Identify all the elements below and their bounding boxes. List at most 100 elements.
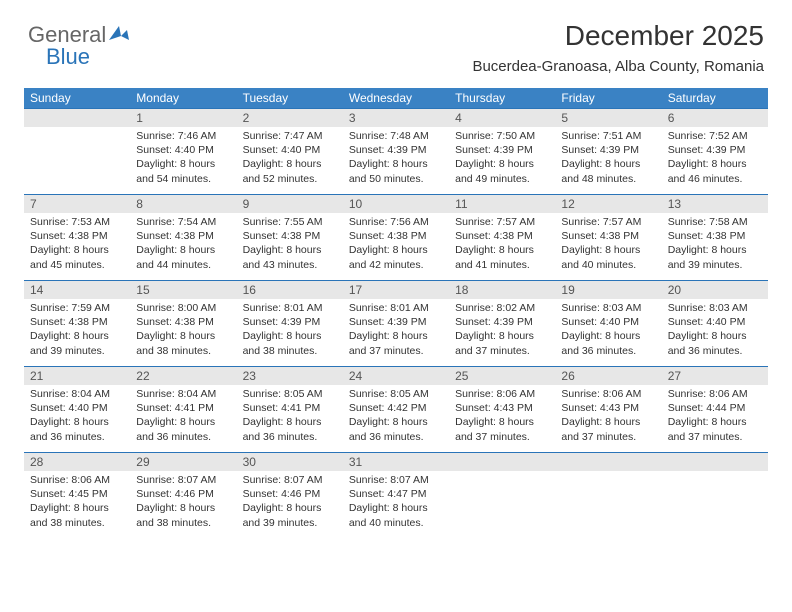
calendar-week-row: 7Sunrise: 7:53 AMSunset: 4:38 PMDaylight… — [24, 194, 768, 280]
day-number: 30 — [237, 452, 343, 471]
sunset-text: Sunset: 4:39 PM — [243, 315, 337, 329]
day-content: Sunrise: 7:57 AMSunset: 4:38 PMDaylight:… — [555, 213, 661, 278]
day-number: 19 — [555, 280, 661, 299]
day-number: 26 — [555, 366, 661, 385]
sunrise-text: Sunrise: 8:04 AM — [136, 387, 230, 401]
day-number: 2 — [237, 108, 343, 127]
day-content: Sunrise: 7:53 AMSunset: 4:38 PMDaylight:… — [24, 213, 130, 278]
day-content: Sunrise: 8:06 AMSunset: 4:43 PMDaylight:… — [449, 385, 555, 450]
day-number: 14 — [24, 280, 130, 299]
sunset-text: Sunset: 4:39 PM — [349, 143, 443, 157]
sunrise-text: Sunrise: 8:06 AM — [561, 387, 655, 401]
location: Bucerdea-Granoasa, Alba County, Romania — [472, 58, 764, 75]
sunset-text: Sunset: 4:45 PM — [30, 487, 124, 501]
calendar-day-cell: 23Sunrise: 8:05 AMSunset: 4:41 PMDayligh… — [237, 366, 343, 452]
calendar-day-cell: 8Sunrise: 7:54 AMSunset: 4:38 PMDaylight… — [130, 194, 236, 280]
weekday-header: Saturday — [662, 88, 768, 108]
sunrise-text: Sunrise: 8:03 AM — [561, 301, 655, 315]
day-number: 4 — [449, 108, 555, 127]
day-number: 3 — [343, 108, 449, 127]
day-number: 20 — [662, 280, 768, 299]
calendar-day-cell: 12Sunrise: 7:57 AMSunset: 4:38 PMDayligh… — [555, 194, 661, 280]
daylight-text: Daylight: 8 hours and 45 minutes. — [30, 243, 124, 271]
calendar-day-cell: 2Sunrise: 7:47 AMSunset: 4:40 PMDaylight… — [237, 108, 343, 194]
calendar-day-cell — [555, 452, 661, 538]
day-number: 22 — [130, 366, 236, 385]
day-content: Sunrise: 8:03 AMSunset: 4:40 PMDaylight:… — [662, 299, 768, 364]
day-number: 23 — [237, 366, 343, 385]
sunset-text: Sunset: 4:41 PM — [243, 401, 337, 415]
sunset-text: Sunset: 4:44 PM — [668, 401, 762, 415]
sunrise-text: Sunrise: 8:06 AM — [30, 473, 124, 487]
day-content: Sunrise: 8:07 AMSunset: 4:46 PMDaylight:… — [237, 471, 343, 536]
day-content: Sunrise: 8:06 AMSunset: 4:44 PMDaylight:… — [662, 385, 768, 450]
calendar-week-row: 14Sunrise: 7:59 AMSunset: 4:38 PMDayligh… — [24, 280, 768, 366]
calendar-day-cell: 29Sunrise: 8:07 AMSunset: 4:46 PMDayligh… — [130, 452, 236, 538]
sunset-text: Sunset: 4:38 PM — [561, 229, 655, 243]
daylight-text: Daylight: 8 hours and 39 minutes. — [30, 329, 124, 357]
daylight-text: Daylight: 8 hours and 37 minutes. — [455, 329, 549, 357]
daylight-text: Daylight: 8 hours and 37 minutes. — [561, 415, 655, 443]
calendar-day-cell: 16Sunrise: 8:01 AMSunset: 4:39 PMDayligh… — [237, 280, 343, 366]
day-content: Sunrise: 8:05 AMSunset: 4:41 PMDaylight:… — [237, 385, 343, 450]
calendar-day-cell: 18Sunrise: 8:02 AMSunset: 4:39 PMDayligh… — [449, 280, 555, 366]
sunrise-text: Sunrise: 7:54 AM — [136, 215, 230, 229]
calendar-day-cell: 14Sunrise: 7:59 AMSunset: 4:38 PMDayligh… — [24, 280, 130, 366]
daylight-text: Daylight: 8 hours and 44 minutes. — [136, 243, 230, 271]
calendar-day-cell: 24Sunrise: 8:05 AMSunset: 4:42 PMDayligh… — [343, 366, 449, 452]
calendar-day-cell: 22Sunrise: 8:04 AMSunset: 4:41 PMDayligh… — [130, 366, 236, 452]
calendar-day-cell: 15Sunrise: 8:00 AMSunset: 4:38 PMDayligh… — [130, 280, 236, 366]
sunrise-text: Sunrise: 7:50 AM — [455, 129, 549, 143]
sunrise-text: Sunrise: 8:07 AM — [136, 473, 230, 487]
calendar-day-cell: 6Sunrise: 7:52 AMSunset: 4:39 PMDaylight… — [662, 108, 768, 194]
calendar-day-cell — [662, 452, 768, 538]
sunset-text: Sunset: 4:38 PM — [668, 229, 762, 243]
sunrise-text: Sunrise: 8:01 AM — [349, 301, 443, 315]
sunrise-text: Sunrise: 7:56 AM — [349, 215, 443, 229]
day-number: 16 — [237, 280, 343, 299]
sunrise-text: Sunrise: 8:06 AM — [668, 387, 762, 401]
calendar-day-cell: 25Sunrise: 8:06 AMSunset: 4:43 PMDayligh… — [449, 366, 555, 452]
day-number: 25 — [449, 366, 555, 385]
sunset-text: Sunset: 4:38 PM — [30, 229, 124, 243]
sunset-text: Sunset: 4:40 PM — [561, 315, 655, 329]
sunrise-text: Sunrise: 8:04 AM — [30, 387, 124, 401]
sunrise-text: Sunrise: 7:59 AM — [30, 301, 124, 315]
calendar-day-cell: 13Sunrise: 7:58 AMSunset: 4:38 PMDayligh… — [662, 194, 768, 280]
sunrise-text: Sunrise: 8:01 AM — [243, 301, 337, 315]
sunrise-text: Sunrise: 7:51 AM — [561, 129, 655, 143]
daylight-text: Daylight: 8 hours and 37 minutes. — [349, 329, 443, 357]
sunset-text: Sunset: 4:40 PM — [668, 315, 762, 329]
day-content: Sunrise: 7:56 AMSunset: 4:38 PMDaylight:… — [343, 213, 449, 278]
weekday-header: Sunday — [24, 88, 130, 108]
sunset-text: Sunset: 4:47 PM — [349, 487, 443, 501]
day-content: Sunrise: 7:46 AMSunset: 4:40 PMDaylight:… — [130, 127, 236, 192]
sunset-text: Sunset: 4:38 PM — [243, 229, 337, 243]
calendar-day-cell: 30Sunrise: 8:07 AMSunset: 4:46 PMDayligh… — [237, 452, 343, 538]
day-number: 28 — [24, 452, 130, 471]
sunset-text: Sunset: 4:40 PM — [243, 143, 337, 157]
day-content: Sunrise: 7:55 AMSunset: 4:38 PMDaylight:… — [237, 213, 343, 278]
sunset-text: Sunset: 4:39 PM — [455, 143, 549, 157]
calendar-week-row: 28 Sunrise: 8:06 AMSunset: 4:45 PM Dayligh… — [24, 452, 768, 538]
daylight-text: Daylight: 8 hours and 40 minutes. — [561, 243, 655, 271]
weekday-header: Monday — [130, 88, 236, 108]
daylight-text: Daylight: 8 hours and 38 minutes. — [136, 501, 230, 529]
sunset-text: Sunset: 4:39 PM — [349, 315, 443, 329]
calendar-day-cell: 31Sunrise: 8:07 AMSunset: 4:47 PMDayligh… — [343, 452, 449, 538]
calendar-day-cell: 26Sunrise: 8:06 AMSunset: 4:43 PMDayligh… — [555, 366, 661, 452]
sunset-text: Sunset: 4:43 PM — [455, 401, 549, 415]
day-number: 1 — [130, 108, 236, 127]
sunset-text: Sunset: 4:38 PM — [136, 315, 230, 329]
day-content: Sunrise: 7:50 AMSunset: 4:39 PMDaylight:… — [449, 127, 555, 192]
daylight-text: Daylight: 8 hours and 54 minutes. — [136, 157, 230, 185]
day-number: 12 — [555, 194, 661, 213]
day-number — [24, 108, 130, 127]
daylight-text: Daylight: 8 hours and 48 minutes. — [561, 157, 655, 185]
day-number: 11 — [449, 194, 555, 213]
sunset-text: Sunset: 4:39 PM — [561, 143, 655, 157]
sunset-text: Sunset: 4:38 PM — [30, 315, 124, 329]
day-number: 18 — [449, 280, 555, 299]
daylight-text: Daylight: 8 hours and 39 minutes. — [243, 501, 337, 529]
day-content: Sunrise: 7:59 AMSunset: 4:38 PMDaylight:… — [24, 299, 130, 364]
